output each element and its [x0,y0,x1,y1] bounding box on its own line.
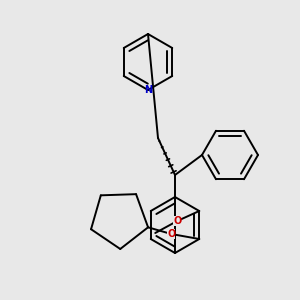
Text: N: N [144,85,152,95]
Text: O: O [167,229,176,239]
Text: O: O [173,216,182,226]
